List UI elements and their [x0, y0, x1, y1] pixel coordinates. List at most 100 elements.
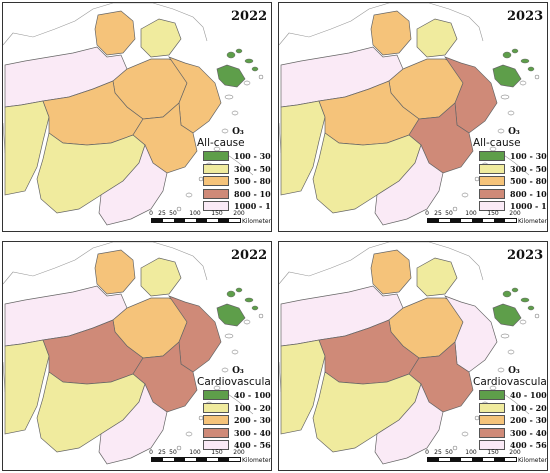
- legend-swatch: [203, 201, 229, 212]
- scale-tick-label: 50: [169, 210, 177, 217]
- legend-item: 500 - 800: [479, 175, 547, 188]
- island: [224, 94, 234, 100]
- scale-segment: [505, 458, 516, 461]
- scale-segment: [152, 458, 163, 461]
- scale-segment: [439, 458, 450, 461]
- legend-label: 800 - 1000: [234, 188, 271, 199]
- scale-segment: [494, 219, 505, 222]
- legend-label: 300 - 500: [510, 163, 547, 174]
- legend-swatch: [203, 402, 229, 413]
- legend-label: 1000 - 1300: [510, 201, 547, 212]
- island: [243, 80, 251, 86]
- island: [213, 385, 221, 391]
- region-quzhou: [280, 339, 326, 435]
- legend-label: 100 - 200: [234, 402, 271, 413]
- region-quzhou: [4, 339, 50, 435]
- island: [489, 385, 497, 391]
- scale-tick-label: 200: [509, 449, 521, 456]
- island: [519, 319, 527, 325]
- island: [511, 48, 519, 54]
- scale-bar: 0 25 50 100 150 200 Kilometers: [425, 210, 548, 225]
- legend-pollutant: O₃: [508, 127, 520, 137]
- scale-unit: Kilometers: [518, 218, 548, 225]
- region-ningbo: [168, 295, 222, 373]
- region-huzhou: [370, 10, 412, 56]
- island: [244, 297, 254, 303]
- region-jiaxing: [140, 257, 182, 297]
- island: [511, 287, 519, 293]
- legend-label: 40 - 100: [234, 390, 271, 401]
- island: [534, 313, 540, 319]
- region-huzhou: [94, 249, 136, 295]
- legend-pollutant: O₃: [508, 366, 520, 376]
- region-zhoushan: [492, 64, 522, 88]
- legend-item: 300 - 500: [479, 163, 547, 176]
- legend-item: 40 - 100: [479, 389, 547, 402]
- legend-swatch: [479, 188, 505, 199]
- island: [489, 146, 497, 152]
- legend-item: 800 - 1000: [203, 188, 271, 201]
- island: [235, 287, 243, 293]
- island: [251, 305, 259, 311]
- island: [226, 290, 236, 298]
- legend-item: 40 - 100: [203, 389, 271, 402]
- island: [527, 66, 535, 72]
- scale-tick-label: 150: [487, 449, 499, 456]
- scale-tick-label: 0: [425, 210, 429, 217]
- scale-segment: [174, 219, 185, 222]
- island: [258, 313, 264, 319]
- scale-segment: [450, 458, 461, 461]
- island: [519, 80, 527, 86]
- island: [507, 110, 515, 116]
- island: [185, 431, 193, 437]
- legend-label: 800 - 1000: [510, 188, 547, 199]
- scale-tick-label: 25: [158, 449, 166, 456]
- scale-segment: [218, 458, 229, 461]
- choropleth-map: [279, 3, 540, 226]
- island: [226, 51, 236, 59]
- scale-tick-label: 200: [509, 210, 521, 217]
- scale-segment: [450, 219, 461, 222]
- legend-label: 400 - 560: [510, 440, 547, 451]
- scale-segment: [207, 219, 218, 222]
- legend-item: 400 - 560: [203, 439, 271, 452]
- legend-metric: Cardiovascular: [473, 376, 548, 388]
- island: [502, 290, 512, 298]
- scale-tick-label: 150: [211, 449, 223, 456]
- scale-segment: [461, 219, 472, 222]
- scale-tick-label: 100: [465, 449, 477, 456]
- legend-label: 500 - 800: [510, 176, 547, 187]
- scale-tick-label: 25: [158, 210, 166, 217]
- island: [520, 58, 530, 64]
- legend-swatch: [203, 188, 229, 199]
- island: [520, 297, 530, 303]
- region-ningbo: [444, 56, 498, 134]
- scale-segment: [218, 219, 229, 222]
- island: [221, 367, 229, 373]
- legend-swatch: [479, 402, 505, 413]
- legend-label: 1000 - 1300: [234, 201, 271, 212]
- legend-pollutant: O₃: [232, 366, 244, 376]
- legend-item: 100 - 200: [203, 402, 271, 415]
- scale-segment: [152, 219, 163, 222]
- island: [534, 74, 540, 80]
- island: [461, 431, 469, 437]
- scale-segment: [494, 458, 505, 461]
- scale-segment: [196, 458, 207, 461]
- scale-unit: Kilometers: [242, 457, 272, 464]
- legend-label: 200 - 300: [510, 415, 547, 426]
- legend-item: 100 - 200: [479, 402, 547, 415]
- scale-segment: [428, 458, 439, 461]
- region-wenzhou: [374, 144, 444, 226]
- legend-item: 200 - 300: [203, 414, 271, 427]
- region-ningbo: [444, 295, 498, 373]
- legend-swatch: [203, 176, 229, 187]
- scale-segment: [207, 458, 218, 461]
- island: [452, 206, 458, 212]
- island: [452, 445, 458, 451]
- scale-tick-label: 100: [189, 449, 201, 456]
